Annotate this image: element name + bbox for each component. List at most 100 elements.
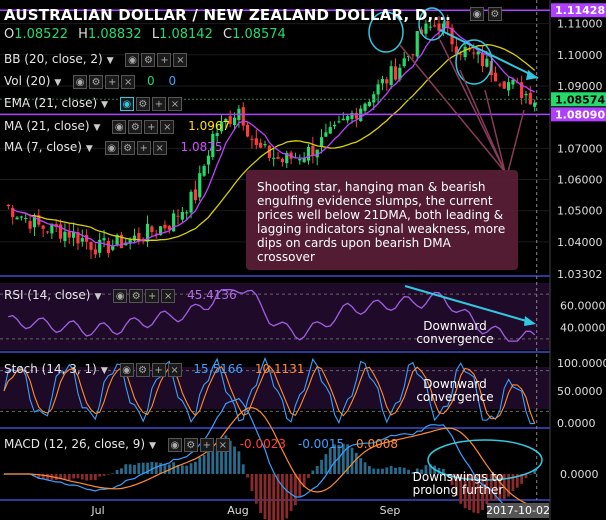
- settings-icon[interactable]: ⚙: [135, 96, 150, 111]
- macd-hist-bar: [298, 474, 302, 497]
- settings-icon[interactable]: ⚙: [487, 7, 502, 21]
- time-axis-label: Sep: [380, 504, 401, 517]
- candle-body: [254, 138, 258, 145]
- eye-icon[interactable]: ◉: [167, 437, 182, 452]
- macd-hist-bar: [267, 474, 271, 520]
- close-icon[interactable]: ×: [161, 288, 176, 303]
- candle-body: [476, 51, 480, 55]
- rsi-note: Downward convergence: [416, 319, 494, 346]
- candle-body: [159, 226, 163, 236]
- settings-icon[interactable]: ⚙: [89, 74, 104, 89]
- close-icon[interactable]: ×: [167, 96, 182, 111]
- macd-hist-bar: [67, 474, 71, 481]
- price-tick-label: 1.11000: [557, 18, 603, 31]
- close-icon[interactable]: ×: [160, 119, 175, 134]
- eye-icon[interactable]: ◉: [112, 119, 127, 134]
- close-icon[interactable]: ×: [173, 52, 188, 67]
- candle-body: [372, 94, 376, 103]
- stoch-d-line: [3, 365, 536, 424]
- settings-icon[interactable]: ⚙: [128, 119, 143, 134]
- close-icon[interactable]: ×: [121, 74, 136, 89]
- macd-hist-bar: [472, 474, 476, 513]
- indicator-bb[interactable]: BB (20, close, 2) ▼ ◉ ⚙ + ×: [4, 52, 188, 67]
- eye-icon[interactable]: ◉: [119, 362, 134, 377]
- eye-icon[interactable]: ◉: [73, 74, 88, 89]
- add-icon[interactable]: +: [151, 96, 166, 111]
- rsi-legend[interactable]: RSI (14, close) ▼ ◉ ⚙ + × 45.4136: [4, 288, 237, 303]
- eye-icon[interactable]: ◉: [113, 288, 128, 303]
- price-tick-label: 1.07000: [557, 142, 603, 155]
- add-icon[interactable]: +: [144, 119, 159, 134]
- candle-body: [224, 118, 228, 122]
- add-icon[interactable]: +: [145, 288, 160, 303]
- rsi-trend-arrow: [404, 285, 531, 323]
- add-icon[interactable]: +: [136, 140, 151, 155]
- macd-hist-bar: [359, 458, 363, 474]
- candle-body: [328, 127, 332, 134]
- macd-hist-value: -0.0023: [239, 437, 287, 451]
- macd-hist-bar: [176, 465, 180, 474]
- eye-icon[interactable]: ◉: [125, 52, 140, 67]
- candle-body: [28, 221, 32, 229]
- indicator-ma21[interactable]: MA (21, close) ▼ ◉ ⚙ + × 1.0967: [4, 119, 231, 134]
- macd-hist-bar: [46, 474, 49, 480]
- macd-hist-bar: [163, 463, 167, 474]
- price-tick-label: 1.09000: [557, 80, 603, 93]
- settings-icon[interactable]: ⚙: [183, 437, 198, 452]
- macd-hist-bar: [381, 468, 384, 474]
- candle-body: [463, 46, 467, 58]
- candle-body: [241, 107, 245, 126]
- candle-body: [172, 213, 176, 232]
- stoch-legend[interactable]: Stoch (14, 3, 1) ▼ ◉ ⚙ + × 15.5166 10.1131: [4, 362, 305, 377]
- candle-body: [11, 207, 15, 218]
- macd-hist-bar: [402, 467, 406, 474]
- rsi-tick-label: 40.0000: [560, 322, 606, 335]
- indicator-ma7[interactable]: MA (7, close) ▼ ◉ ⚙ + × 1.0875: [4, 140, 223, 155]
- settings-icon[interactable]: ⚙: [141, 52, 156, 67]
- candle-body: [67, 231, 71, 238]
- candle-body: [350, 113, 354, 119]
- candle-body: [346, 116, 350, 121]
- eye-icon[interactable]: ◉: [119, 96, 134, 111]
- macd-hist-bar: [241, 464, 245, 474]
- macd-legend[interactable]: MACD (12, 26, close, 9) ▼ ◉ ⚙ + × -0.0023 -0…: [4, 437, 399, 452]
- macd-hist-bar: [41, 474, 45, 480]
- close-icon[interactable]: ×: [167, 362, 182, 377]
- settings-icon[interactable]: ⚙: [120, 140, 135, 155]
- trend-arrow-line: [439, 29, 539, 79]
- settings-icon[interactable]: ⚙: [129, 288, 144, 303]
- add-icon[interactable]: +: [199, 437, 214, 452]
- candle-body: [319, 137, 324, 147]
- highlight-circle: [368, 11, 404, 53]
- add-icon[interactable]: +: [105, 74, 120, 89]
- macd-hist-bar: [89, 474, 93, 480]
- candle-body: [50, 223, 54, 234]
- indicator-ema[interactable]: EMA (21, close) ▼ ◉ ⚙ + ×: [4, 96, 182, 111]
- close-icon[interactable]: ×: [152, 140, 167, 155]
- indicator-vol[interactable]: Vol (20) ▼ ◉ ⚙ + × 0 0: [4, 74, 177, 89]
- macd-hist-bar: [341, 443, 345, 474]
- add-icon[interactable]: +: [151, 362, 166, 377]
- add-icon[interactable]: +: [157, 52, 172, 67]
- macd-hist-bar: [207, 450, 210, 474]
- macd-hist-bar: [246, 474, 249, 478]
- macd-hist-bar: [202, 455, 206, 474]
- eye-icon[interactable]: ◉: [470, 7, 484, 21]
- macd-hist-bar: [254, 474, 258, 504]
- candle-body: [367, 101, 371, 107]
- candle-body: [433, 25, 437, 27]
- close-icon[interactable]: ×: [215, 437, 230, 452]
- candle-body: [246, 124, 250, 137]
- eye-icon[interactable]: ◉: [104, 140, 119, 155]
- macd-hist-bar: [328, 447, 332, 474]
- macd-hist-bar: [98, 474, 102, 477]
- ma7-line: [12, 26, 535, 247]
- macd-hist-bar: [441, 468, 445, 474]
- candle-body: [19, 216, 23, 218]
- time-axis-label: Jul: [90, 504, 104, 517]
- macd-hist-bar: [224, 435, 228, 474]
- macd-hist-bar: [285, 474, 289, 519]
- macd-hist-bar: [498, 474, 502, 500]
- candle-body: [528, 92, 532, 105]
- settings-icon[interactable]: ⚙: [135, 362, 150, 377]
